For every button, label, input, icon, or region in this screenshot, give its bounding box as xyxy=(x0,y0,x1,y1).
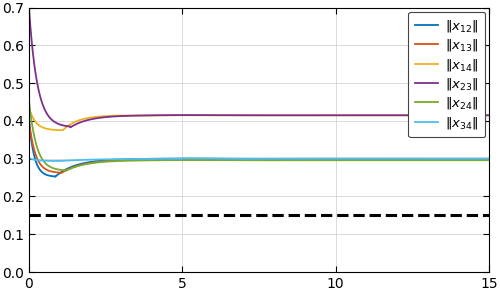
$\|x_{12}\|$ xyxy=(26,117,32,121)
$\|x_{13}\|$ xyxy=(244,158,250,161)
Line: $\|x_{24}\|$: $\|x_{24}\|$ xyxy=(29,100,489,171)
$\|x_{34}\|$ xyxy=(449,157,455,161)
$\|x_{13}\|$ xyxy=(220,158,226,161)
$\|x_{23}\|$ xyxy=(486,113,492,117)
$\|x_{13}\|$ xyxy=(360,158,366,161)
$\|x_{12}\|$ xyxy=(220,157,226,161)
$\|x_{12}\|$ xyxy=(360,157,366,161)
$\|x_{24}\|$ xyxy=(449,159,455,162)
$\|x_{12}\|$ xyxy=(472,157,478,161)
$\|x_{13}\|$ xyxy=(58,171,64,175)
$\|x_{14}\|$ xyxy=(472,113,478,117)
$\|x_{23}\|$ xyxy=(472,113,478,117)
$\|x_{23}\|$ xyxy=(360,113,366,117)
$\|x_{34}\|$ xyxy=(472,157,478,161)
$\|x_{13}\|$ xyxy=(472,158,478,161)
$\|x_{14}\|$ xyxy=(220,113,226,117)
$\|x_{24}\|$ xyxy=(486,159,492,162)
$\|x_{14}\|$ xyxy=(26,106,32,110)
$\|x_{13}\|$ xyxy=(449,158,455,161)
$\|x_{34}\|$ xyxy=(223,157,229,161)
Line: $\|x_{34}\|$: $\|x_{34}\|$ xyxy=(29,158,489,161)
$\|x_{13}\|$ xyxy=(26,119,32,123)
$\|x_{13}\|$ xyxy=(223,158,229,161)
$\|x_{14}\|$ xyxy=(360,113,366,117)
$\|x_{13}\|$ xyxy=(486,158,492,161)
$\|x_{12}\|$ xyxy=(244,157,250,161)
$\|x_{34}\|$ xyxy=(360,157,366,161)
$\|x_{24}\|$ xyxy=(63,169,69,173)
$\|x_{24}\|$ xyxy=(244,159,250,162)
$\|x_{14}\|$ xyxy=(486,113,492,117)
$\|x_{34}\|$ xyxy=(244,157,250,161)
$\|x_{23}\|$ xyxy=(223,113,229,117)
$\|x_{23}\|$ xyxy=(68,126,73,129)
$\|x_{34}\|$ xyxy=(56,159,62,163)
$\|x_{14}\|$ xyxy=(449,113,455,117)
$\|x_{24}\|$ xyxy=(360,159,366,162)
$\|x_{34}\|$ xyxy=(26,156,32,160)
$\|x_{24}\|$ xyxy=(223,159,229,162)
$\|x_{12}\|$ xyxy=(486,157,492,161)
$\|x_{24}\|$ xyxy=(472,159,478,162)
$\|x_{12}\|$ xyxy=(449,157,455,161)
$\|x_{23}\|$ xyxy=(244,114,250,117)
$\|x_{24}\|$ xyxy=(26,98,32,102)
$\|x_{34}\|$ xyxy=(486,157,492,161)
$\|x_{14}\|$ xyxy=(223,113,229,117)
Line: $\|x_{14}\|$: $\|x_{14}\|$ xyxy=(29,108,489,130)
$\|x_{12}\|$ xyxy=(223,157,229,161)
$\|x_{23}\|$ xyxy=(220,113,226,117)
$\|x_{12}\|$ xyxy=(52,175,58,178)
$\|x_{24}\|$ xyxy=(220,159,226,162)
$\|x_{14}\|$ xyxy=(60,129,66,132)
$\|x_{34}\|$ xyxy=(220,157,226,161)
$\|x_{23}\|$ xyxy=(449,113,455,117)
Line: $\|x_{13}\|$: $\|x_{13}\|$ xyxy=(29,121,489,173)
$\|x_{14}\|$ xyxy=(244,114,250,117)
Line: $\|x_{12}\|$: $\|x_{12}\|$ xyxy=(29,119,489,177)
$\|x_{23}\|$ xyxy=(26,6,32,9)
Legend: $\|x_{12}\|$, $\|x_{13}\|$, $\|x_{14}\|$, $\|x_{23}\|$, $\|x_{24}\|$, $\|x_{34}\: $\|x_{12}\|$, $\|x_{13}\|$, $\|x_{14}\|$… xyxy=(408,11,485,137)
Line: $\|x_{23}\|$: $\|x_{23}\|$ xyxy=(29,8,489,127)
